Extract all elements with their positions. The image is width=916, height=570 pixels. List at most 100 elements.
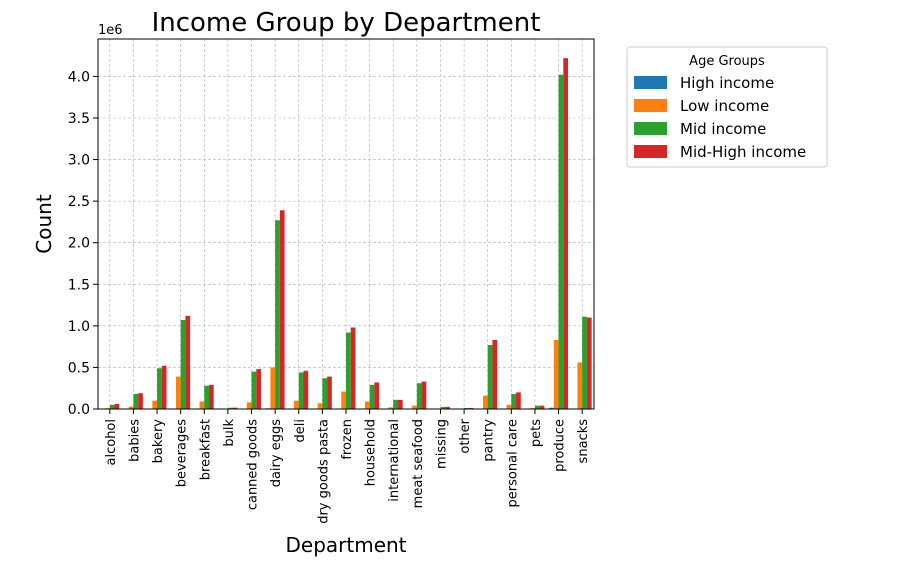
y-axis-label: Count <box>32 194 56 254</box>
legend-swatch <box>634 145 667 158</box>
y-scale-label: 1e6 <box>98 23 123 38</box>
legend-label: High income <box>680 74 774 92</box>
x-tick-label: beverages <box>175 419 190 488</box>
bar-low-income-international <box>388 407 394 409</box>
x-tick-label: produce <box>553 419 568 472</box>
bar-mid-high-income-dairy-eggs <box>279 210 285 409</box>
bar-low-income-personal-care <box>506 404 512 409</box>
bar-mid-income-dry-goods-pasta <box>322 378 328 409</box>
bar-mid-high-income-breakfast <box>209 384 214 409</box>
bar-mid-high-income-personal-care <box>516 392 521 409</box>
bar-mid-income-household <box>369 384 375 409</box>
bar-low-income-beverages <box>175 376 181 409</box>
x-tick-label: dairy eggs <box>269 419 284 488</box>
bar-low-income-dry-goods-pasta <box>317 403 323 409</box>
bar-low-income-canned-goods <box>246 402 252 409</box>
x-axis-label: Department <box>285 533 406 557</box>
x-tick-label: bakery <box>151 419 166 464</box>
bar-low-income-meat-seafood <box>412 405 417 409</box>
chart-title: Income Group by Department <box>152 8 541 38</box>
bar-low-income-bakery <box>152 400 158 409</box>
bar-mid-high-income-produce <box>563 58 569 409</box>
x-tick-label: dry goods pasta <box>316 419 331 524</box>
bar-mid-income-breakfast <box>204 385 210 409</box>
bar-mid-income-pets <box>534 405 540 409</box>
bar-mid-high-income-bakery <box>161 365 167 409</box>
bar-low-income-dairy-eggs <box>270 367 276 409</box>
bar-low-income-pantry <box>482 395 488 409</box>
y-tick-label: 2.5 <box>68 194 90 210</box>
bar-mid-high-income-dry-goods-pasta <box>327 376 332 409</box>
legend-box <box>626 46 828 168</box>
bar-mid-high-income-beverages <box>185 315 191 409</box>
bar-mid-high-income-pantry <box>492 339 498 409</box>
x-tick-label: household <box>364 419 379 486</box>
bar-low-income-deli <box>294 400 299 409</box>
x-tick-label: international <box>387 419 402 502</box>
bar-mid-income-produce <box>558 74 564 409</box>
legend-label: Mid income <box>680 120 766 138</box>
bar-mid-high-income-international <box>397 399 403 409</box>
y-tick-label: 4.0 <box>68 69 90 85</box>
bar-mid-high-income-household <box>374 382 380 409</box>
bar-low-income-produce <box>553 339 559 409</box>
y-tick-label: 3.5 <box>68 111 90 127</box>
legend: Age Groups High income Low income Mid inco… <box>626 46 828 168</box>
x-tick-label: babies <box>127 419 142 462</box>
bar-low-income-frozen <box>341 391 346 409</box>
bar-low-income-snacks <box>577 362 583 409</box>
bar-mid-high-income-deli <box>303 370 309 409</box>
y-tick-label: 1.0 <box>68 319 90 335</box>
bar-mid-income-canned-goods <box>251 371 257 409</box>
bar-mid-income-personal-care <box>511 394 517 409</box>
legend-label: Low income <box>680 97 769 115</box>
y-tick-label: 3.0 <box>68 153 90 169</box>
bar-mid-income-snacks <box>582 316 587 409</box>
bar-low-income-breakfast <box>199 401 205 409</box>
bar-mid-high-income-canned-goods <box>256 369 261 409</box>
y-tick-label: 0.0 <box>68 402 90 418</box>
bars-group <box>100 58 592 409</box>
legend-swatch <box>634 99 667 112</box>
bar-mid-income-bakery <box>157 368 162 409</box>
legend-title: Age Groups <box>689 54 765 69</box>
bar-low-income-babies <box>128 406 134 409</box>
legend-swatch <box>634 122 667 135</box>
x-tick-label: deli <box>293 419 308 442</box>
bar-mid-high-income-bulk <box>232 407 238 409</box>
bar-high-income-produce <box>549 407 554 409</box>
legend-swatch <box>634 76 667 89</box>
bar-mid-high-income-alcohol <box>114 404 120 409</box>
y-axis-ticks: 0.0 0.5 1.0 1.5 2.0 2.5 3.0 3.5 4.0 <box>68 69 98 418</box>
bar-mid-high-income-babies <box>138 393 143 409</box>
x-tick-label: personal care <box>505 419 520 507</box>
bar-mid-income-international <box>393 399 398 409</box>
x-axis-ticks: alcohol babies bakery beverages breakfast bul… <box>104 409 591 524</box>
bar-mid-income-frozen <box>346 332 351 409</box>
x-tick-label: bulk <box>222 419 237 447</box>
x-tick-label: pantry <box>482 419 497 462</box>
bar-low-income-household <box>364 401 370 409</box>
bar-mid-income-bulk <box>227 407 233 409</box>
x-tick-label: pets <box>529 419 544 447</box>
y-tick-label: 2.0 <box>68 236 90 252</box>
bar-mid-income-meat-seafood <box>416 383 422 409</box>
y-tick-label: 0.5 <box>68 360 90 376</box>
bar-mid-high-income-frozen <box>350 327 356 409</box>
bar-mid-income-pantry <box>487 344 493 409</box>
bar-mid-high-income-missing <box>445 406 450 409</box>
x-tick-label: meat seafood <box>411 419 426 508</box>
bar-mid-income-babies <box>133 394 139 409</box>
bar-mid-high-income-meat-seafood <box>421 381 427 409</box>
bar-mid-income-deli <box>298 372 304 409</box>
bar-mid-income-missing <box>440 406 446 409</box>
y-tick-label: 1.5 <box>68 277 90 293</box>
bar-mid-high-income-other <box>468 407 474 409</box>
bar-mid-income-dairy-eggs <box>275 220 280 409</box>
bar-mid-high-income-snacks <box>586 317 592 409</box>
x-tick-label: frozen <box>340 419 355 460</box>
x-tick-label: missing <box>434 419 449 469</box>
x-tick-label: canned goods <box>246 419 261 510</box>
x-tick-label: other <box>458 418 473 453</box>
